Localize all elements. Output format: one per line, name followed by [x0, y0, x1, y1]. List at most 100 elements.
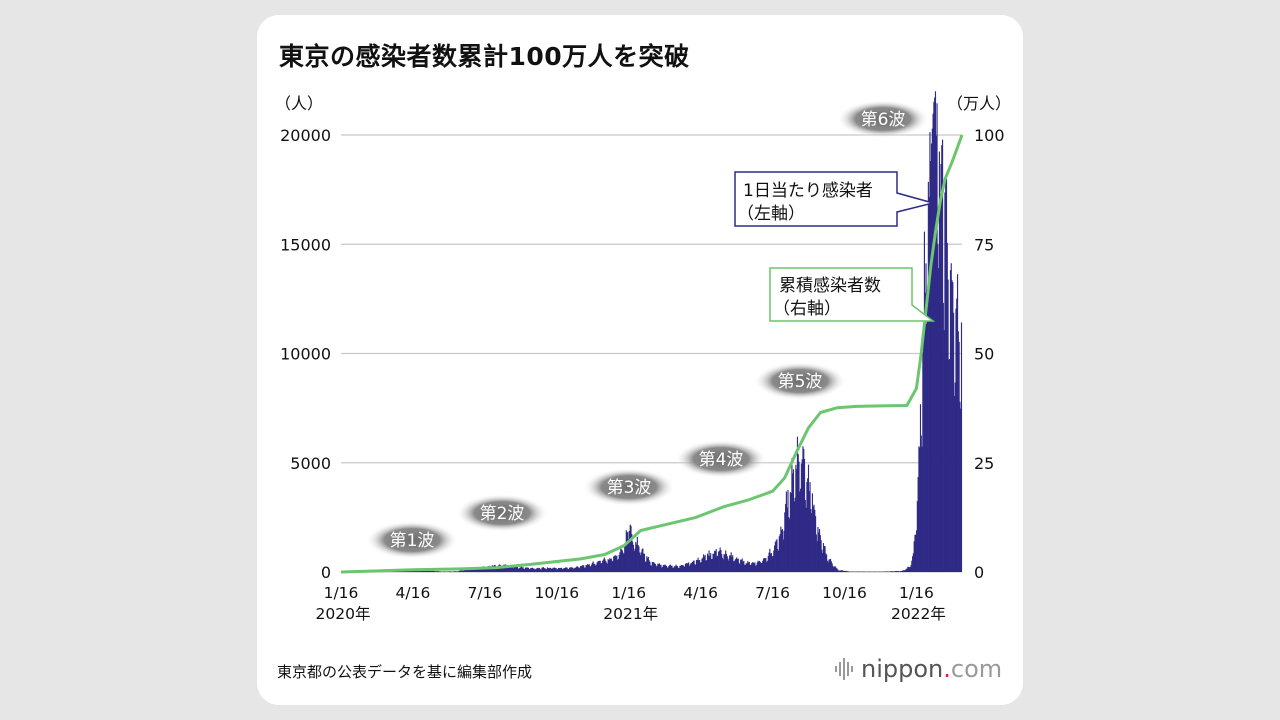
daily-bar: [761, 562, 763, 572]
daily-bar: [579, 566, 582, 572]
daily-bar: [949, 358, 951, 572]
daily-bar: [635, 541, 637, 572]
daily-bar: [665, 566, 668, 572]
daily-bar: [643, 553, 645, 572]
daily-bar: [815, 534, 817, 572]
daily-bar: [951, 280, 953, 572]
daily-bar: [464, 569, 466, 572]
daily-bar: [594, 563, 596, 572]
daily-bar: [933, 101, 935, 573]
daily-bar: [714, 550, 716, 572]
daily-bar: [747, 562, 750, 572]
daily-bar: [589, 565, 591, 572]
daily-bar: [705, 560, 707, 572]
daily-bar: [815, 516, 817, 572]
source-note: 東京都の公表データを基に編集部作成: [277, 663, 533, 681]
daily-bar: [690, 563, 692, 572]
daily-bar: [538, 568, 540, 572]
daily-bar: [673, 567, 675, 572]
daily-bar: [553, 567, 555, 572]
daily-bar: [638, 546, 640, 572]
daily-bar: [470, 569, 472, 572]
daily-bar: [539, 569, 541, 572]
daily-bar: [823, 545, 825, 572]
right-tick-label: 50: [974, 345, 994, 364]
daily-bar: [731, 556, 733, 572]
daily-bar: [956, 274, 959, 572]
daily-bar: [938, 151, 940, 572]
daily-bar: [561, 569, 563, 572]
daily-bar: [447, 571, 449, 572]
logo-name: nippon: [861, 655, 944, 683]
x-tick-label: 7/16: [755, 584, 790, 602]
daily-bar: [820, 540, 822, 572]
daily-bar: [557, 569, 559, 572]
daily-bar: [473, 569, 475, 572]
daily-bar: [914, 534, 916, 572]
daily-bar: [935, 135, 937, 572]
daily-bar: [900, 570, 902, 572]
wave-label-bg: [366, 521, 458, 559]
daily-bar: [650, 565, 652, 572]
daily-bar: [624, 542, 627, 572]
daily-bar: [703, 556, 705, 572]
daily-bar: [736, 557, 738, 572]
daily-bar: [459, 570, 461, 572]
x-tick-label: 1/16: [611, 584, 646, 602]
daily-bar: [847, 571, 849, 572]
daily-bar: [645, 561, 647, 572]
daily-bar: [427, 570, 429, 572]
daily-bar: [764, 558, 766, 572]
daily-bar: [592, 561, 594, 572]
daily-bar: [729, 555, 731, 572]
daily-bar: [824, 546, 826, 572]
daily-bar: [661, 567, 663, 572]
daily-bar: [958, 341, 960, 572]
daily-bar: [456, 571, 458, 572]
wave-label: 第1波: [390, 531, 435, 551]
daily-bar: [904, 569, 907, 572]
daily-bar: [695, 559, 698, 572]
daily-bar: [540, 569, 542, 572]
daily-bar: [660, 564, 662, 572]
daily-bar: [502, 565, 504, 572]
daily-bar: [919, 404, 922, 572]
daily-bar: [688, 562, 690, 572]
daily-bar: [768, 552, 770, 572]
daily-bar: [658, 564, 660, 572]
daily-bar: [955, 308, 957, 572]
daily-bar: [555, 567, 557, 572]
daily-bar: [460, 570, 463, 572]
daily-bar: [468, 569, 470, 572]
daily-bar: [825, 553, 827, 572]
daily-bar: [670, 565, 672, 572]
nippon-logo[interactable]: nippon. com: [835, 655, 1002, 683]
daily-bar: [566, 567, 568, 572]
daily-bar: [787, 490, 789, 572]
daily-bar: [573, 568, 575, 572]
daily-bar: [585, 565, 587, 572]
daily-bar: [631, 534, 633, 572]
daily-bar: [811, 493, 813, 572]
daily-bar: [474, 569, 476, 572]
logo-dot: .: [943, 655, 951, 683]
daily-bar: [428, 570, 430, 572]
daily-bar: [623, 553, 625, 572]
daily-bar: [716, 556, 718, 572]
daily-bar: [942, 302, 944, 572]
daily-bar: [746, 563, 748, 572]
daily-bar: [886, 571, 888, 572]
daily-bar: [939, 193, 941, 572]
daily-bar: [516, 566, 519, 572]
daily-bar: [788, 518, 791, 572]
daily-bar: [663, 565, 665, 572]
daily-bar: [915, 534, 917, 572]
daily-bar: [564, 568, 566, 572]
daily-bar: [629, 524, 631, 572]
daily-bar: [477, 568, 479, 572]
daily-bar: [458, 570, 460, 572]
daily-bar: [608, 560, 610, 572]
daily-bar: [728, 560, 730, 572]
daily-bar: [798, 461, 800, 572]
daily-bar: [626, 532, 628, 572]
